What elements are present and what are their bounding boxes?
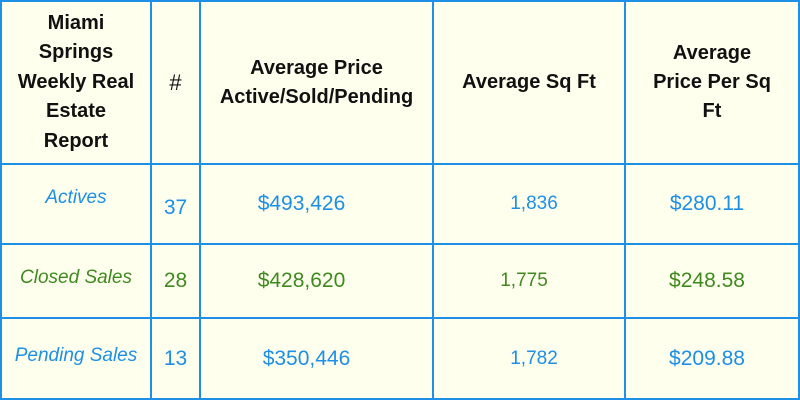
average-sqft-column-header: Average Sq Ft: [462, 71, 596, 93]
actives-count: 37: [163, 196, 188, 219]
pending-sales-average-sqft: 1,782: [510, 347, 558, 369]
actives-average-price: $493,426: [257, 192, 346, 215]
closed-sales-average-price-per-sqft: $248.58: [669, 269, 745, 292]
row-label-closed-sales: Closed Sales: [20, 267, 132, 288]
closed-sales-count: 28: [163, 269, 188, 292]
row-divider: [2, 317, 798, 319]
report-title-header: Miami Springs Weekly Real Estate Report: [17, 11, 135, 152]
column-divider: [432, 2, 434, 398]
pending-sales-average-price-per-sqft: $209.88: [669, 346, 745, 370]
pending-sales-count: 13: [163, 346, 188, 370]
closed-sales-average-sqft: 1,775: [500, 270, 548, 291]
column-divider: [199, 2, 201, 398]
actives-average-price-per-sqft: $280.11: [669, 192, 745, 215]
column-divider: [624, 2, 626, 398]
row-divider: [2, 243, 798, 245]
pending-sales-average-price: $350,446: [262, 346, 351, 370]
column-divider: [150, 2, 152, 398]
count-column-header: #: [169, 70, 182, 95]
row-label-actives: Actives: [45, 187, 107, 208]
average-price-per-sqft-column-header: Average Price Per Sq Ft: [653, 42, 771, 122]
row-label-pending-sales: Pending Sales: [14, 345, 138, 366]
closed-sales-average-price: $428,620: [257, 269, 346, 292]
average-price-column-header: Average Price Active/Sold/Pending: [219, 56, 414, 108]
row-divider: [2, 163, 798, 165]
actives-average-sqft: 1,836: [510, 193, 558, 214]
